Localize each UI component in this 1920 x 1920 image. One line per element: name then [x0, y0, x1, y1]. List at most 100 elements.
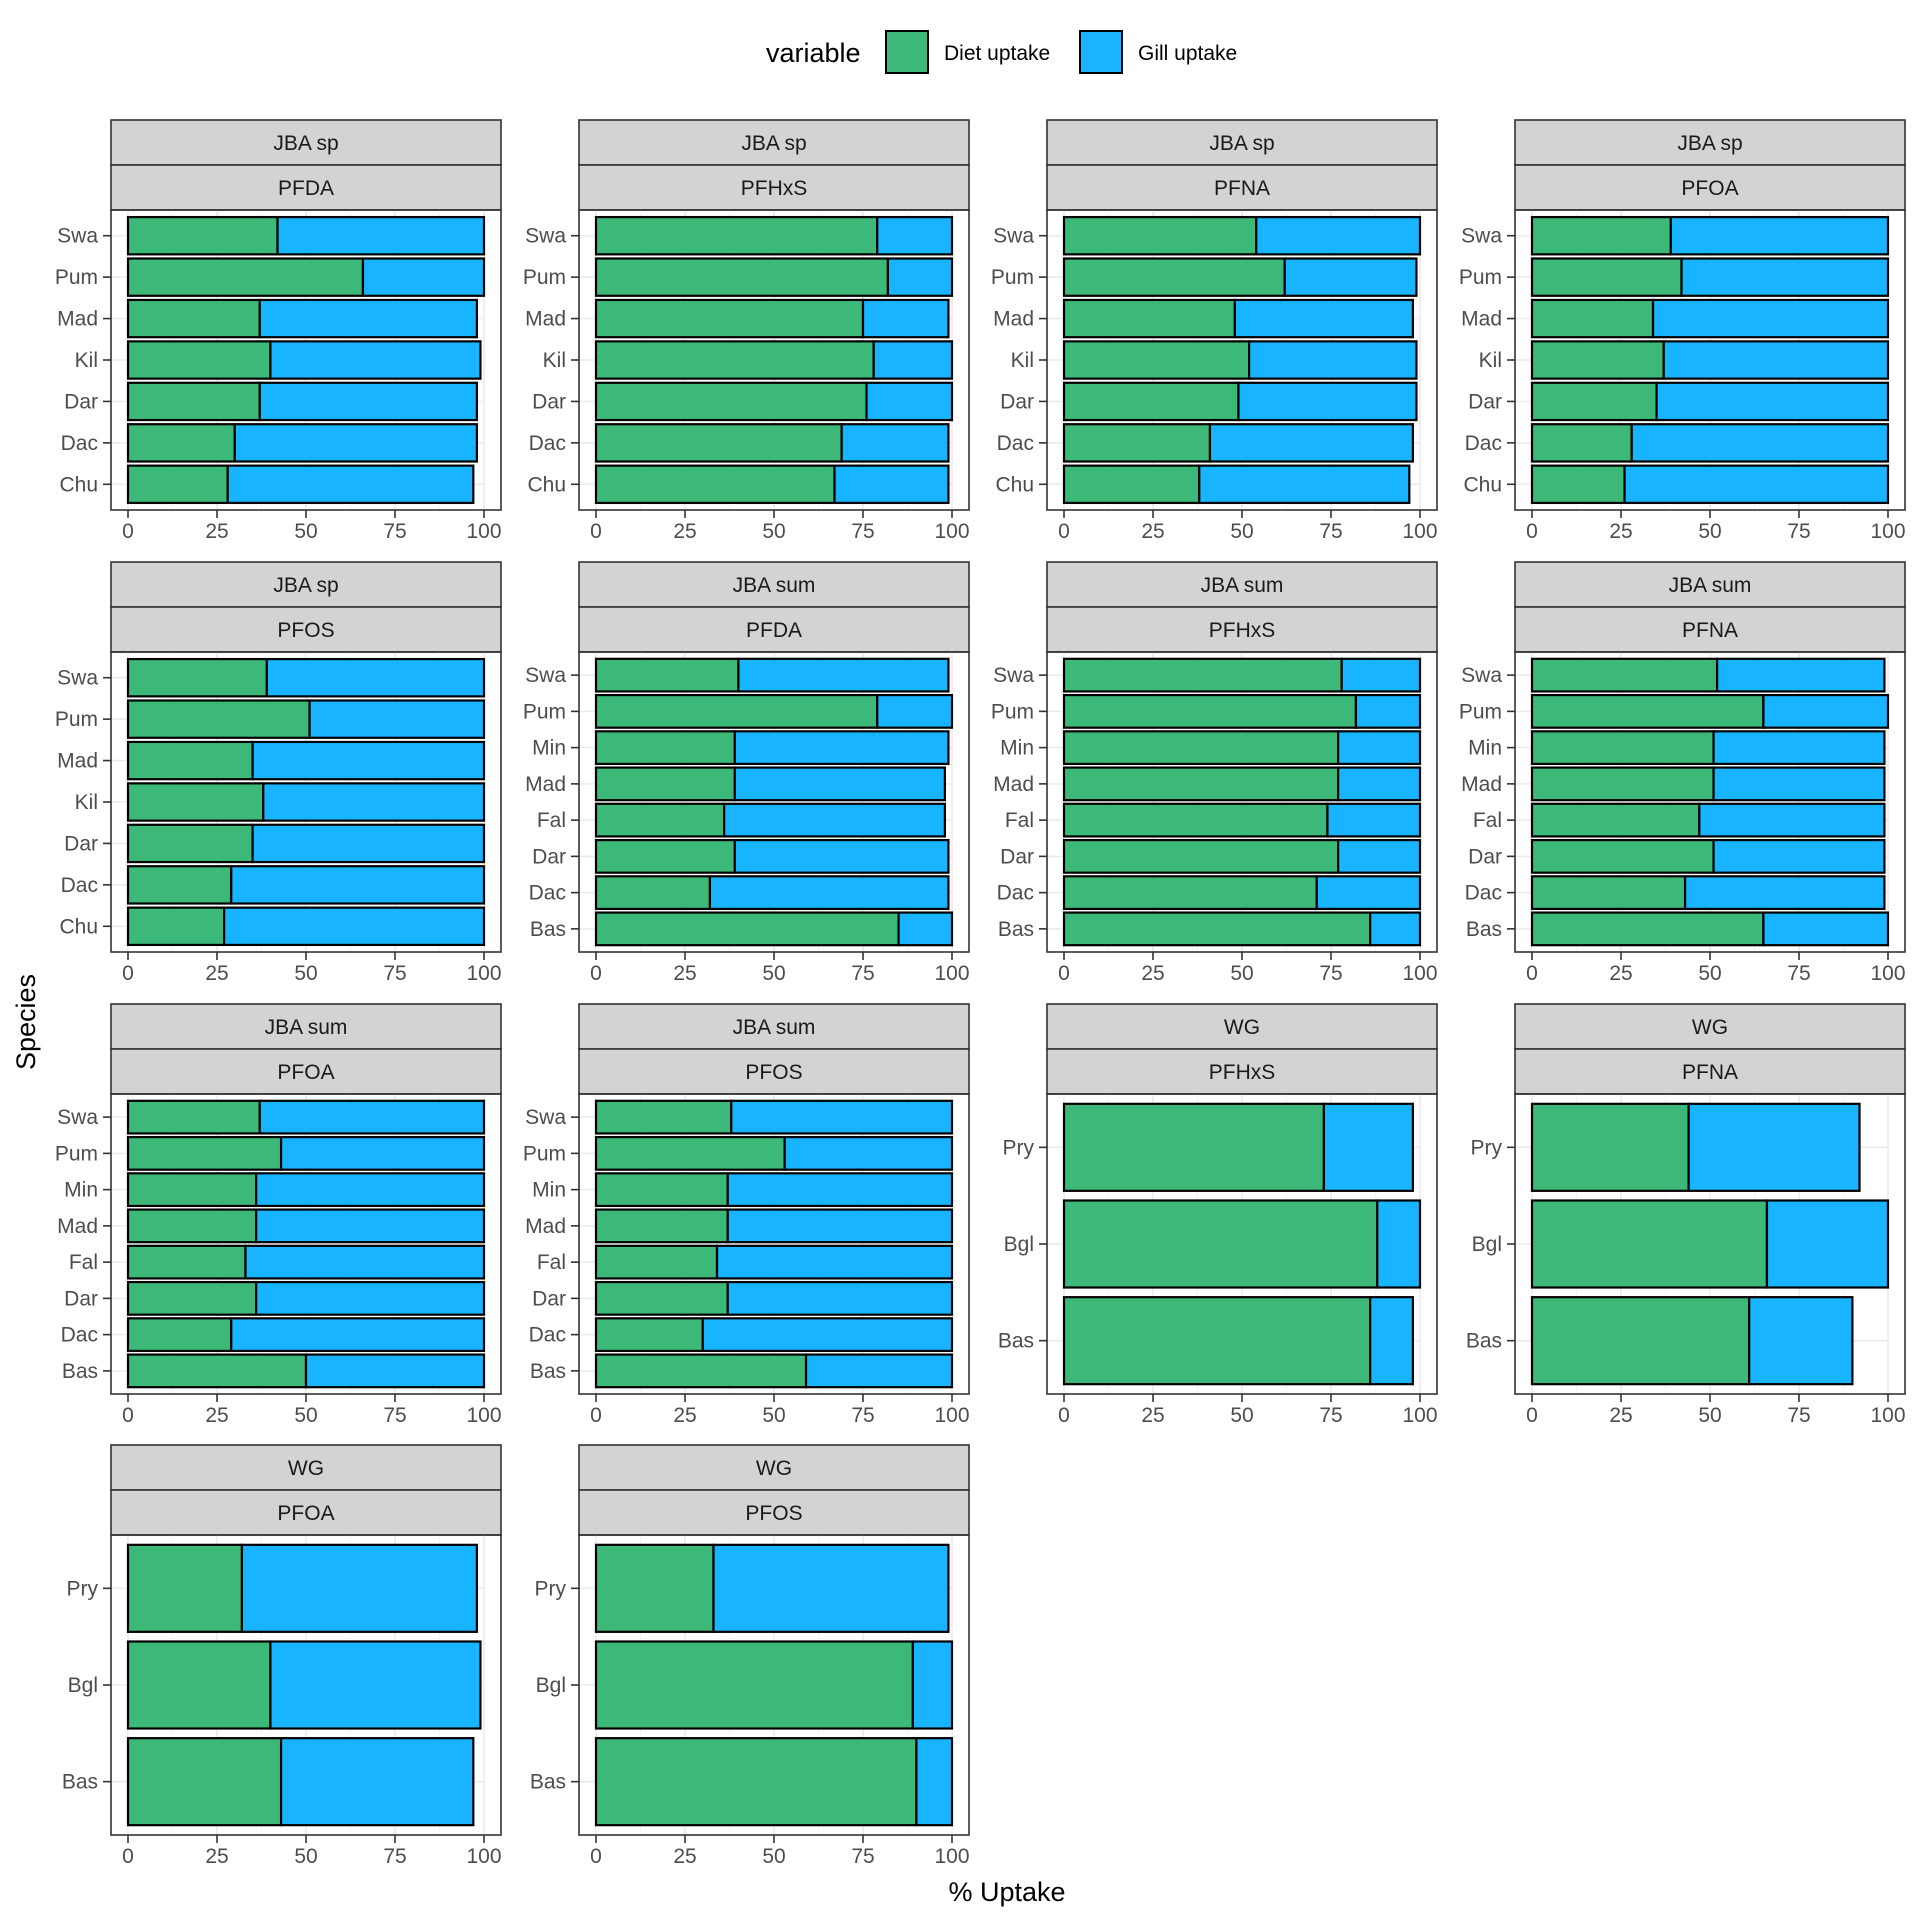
bar-diet-uptake: [594, 464, 836, 505]
y-tick-label: Mad: [57, 750, 98, 773]
x-tick-label: 75: [1319, 1404, 1342, 1427]
bar-diet-uptake: [594, 381, 868, 422]
strip-bottom-label: PFNA: [1682, 1061, 1738, 1084]
bar-gill-uptake: [1762, 693, 1890, 729]
strip-bottom-bg: [1046, 164, 1438, 211]
bar-gill-uptake: [1716, 657, 1886, 693]
bar-diet-uptake: [1530, 340, 1665, 380]
strip-bottom-label: PFHxS: [1209, 619, 1276, 642]
y-tick-label: Swa: [993, 664, 1034, 687]
x-tick-label: 50: [1698, 962, 1721, 985]
facet-panel: JBA sp PFNA Swa Pum Mad Kil Dar Dac Chu 0 25 50 75 10…: [991, 119, 1438, 543]
strip-bottom-label: PFNA: [1682, 619, 1738, 642]
x-tick-label: 25: [673, 1845, 696, 1868]
bar-gill-uptake: [1369, 1296, 1414, 1386]
strip-bottom-bg: [110, 164, 502, 211]
y-tick-label: Fal: [537, 1251, 566, 1274]
y-tick-label: Dac: [997, 882, 1034, 905]
y-tick-label: Pum: [523, 1142, 566, 1165]
bar-diet-uptake: [126, 657, 268, 698]
facet-panel: WG PFNA Pry Bgl Bas 0 25 50 75 100: [1466, 1003, 1906, 1427]
x-tick-label: 50: [294, 1404, 317, 1427]
bar-gill-uptake: [712, 1543, 950, 1633]
bar-gill-uptake: [1765, 1199, 1890, 1289]
strip-top-label: JBA sum: [265, 1016, 348, 1039]
bar-gill-uptake: [265, 657, 486, 698]
y-tick-label: Bas: [62, 1771, 98, 1794]
bar-gill-uptake: [230, 1317, 486, 1353]
bar-gill-uptake: [911, 1640, 954, 1730]
bar-diet-uptake: [1062, 1296, 1372, 1386]
strip-bottom-label: PFOS: [277, 619, 334, 642]
y-tick-label: Pum: [1459, 700, 1502, 723]
bar-gill-uptake: [269, 1640, 482, 1730]
y-tick-label: Dar: [64, 390, 98, 413]
x-tick-label: 50: [1230, 962, 1253, 985]
bar-gill-uptake: [1340, 657, 1422, 693]
strip-top-label: JBA sp: [1209, 132, 1274, 155]
bar-gill-uptake: [276, 215, 486, 256]
bar-diet-uptake: [126, 823, 254, 864]
y-tick-label: Mad: [1461, 773, 1502, 796]
x-tick-label: 75: [383, 962, 406, 985]
facet-panels: JBA sp PFDA Swa Pum Mad Kil Dar Dac Chu 0 25 50 75 10…: [55, 119, 1906, 1868]
x-tick-label: 75: [1787, 520, 1810, 543]
y-tick-label: Pry: [535, 1577, 567, 1600]
y-tick-label: Bas: [1466, 1330, 1502, 1353]
bar-gill-uptake: [1315, 875, 1422, 911]
strip-top-bg: [578, 1444, 970, 1491]
x-tick-label: 100: [934, 1845, 969, 1868]
x-tick-label: 50: [294, 962, 317, 985]
y-tick-label: Chu: [995, 473, 1034, 496]
bar-gill-uptake: [1322, 1102, 1414, 1192]
x-tick-label: 0: [122, 1845, 134, 1868]
bar-diet-uptake: [594, 298, 865, 339]
bar-gill-uptake: [1208, 423, 1414, 463]
bar-diet-uptake: [126, 1317, 233, 1353]
bar-diet-uptake: [1062, 298, 1236, 339]
bar-gill-uptake: [1698, 802, 1886, 838]
bar-diet-uptake: [1530, 257, 1683, 297]
y-tick-label: Kil: [1479, 349, 1502, 372]
bar-diet-uptake: [594, 1280, 729, 1316]
x-tick-label: 100: [934, 1404, 969, 1427]
facet-panel: WG PFOS Pry Bgl Bas 0 25 50 75 100: [530, 1444, 970, 1868]
x-tick-label: 0: [590, 1404, 602, 1427]
bar-gill-uptake: [226, 464, 475, 505]
bar-gill-uptake: [258, 1099, 486, 1135]
x-tick-label: 50: [1230, 520, 1253, 543]
strip-bottom-label: PFNA: [1214, 177, 1270, 200]
strip-bottom-bg: [578, 1489, 970, 1536]
bar-gill-uptake: [244, 1244, 486, 1280]
x-tick-label: 25: [205, 520, 228, 543]
bar-diet-uptake: [594, 1172, 729, 1208]
bar-diet-uptake: [1062, 257, 1286, 297]
x-tick-label: 0: [1058, 1404, 1070, 1427]
bar-diet-uptake: [126, 1737, 283, 1827]
bar-gill-uptake: [804, 1353, 954, 1389]
y-tick-label: Pry: [67, 1577, 99, 1600]
bar-diet-uptake: [1530, 1199, 1769, 1289]
x-tick-label: 25: [673, 1404, 696, 1427]
bar-gill-uptake: [361, 257, 486, 297]
bar-diet-uptake: [1530, 423, 1633, 463]
strip-top-label: JBA sum: [733, 574, 816, 597]
bar-diet-uptake: [1530, 875, 1687, 911]
bar-diet-uptake: [1530, 657, 1719, 693]
y-tick-label: Pum: [55, 266, 98, 289]
bar-diet-uptake: [1062, 1102, 1325, 1192]
y-tick-label: Kil: [75, 349, 98, 372]
x-tick-label: 25: [205, 1845, 228, 1868]
x-tick-label: 100: [934, 520, 969, 543]
bar-diet-uptake: [126, 865, 233, 905]
bar-gill-uptake: [730, 1099, 954, 1135]
strip-bottom-label: PFOA: [277, 1502, 334, 1525]
strip-top-bg: [578, 561, 970, 608]
bar-diet-uptake: [594, 1543, 715, 1633]
y-tick-label: Pry: [1003, 1136, 1035, 1159]
strip-bottom-label: PFDA: [278, 177, 334, 200]
bar-diet-uptake: [126, 1208, 258, 1244]
strip-bottom-bg: [1514, 606, 1906, 653]
x-tick-label: 100: [1402, 1404, 1437, 1427]
bar-diet-uptake: [1062, 381, 1240, 422]
